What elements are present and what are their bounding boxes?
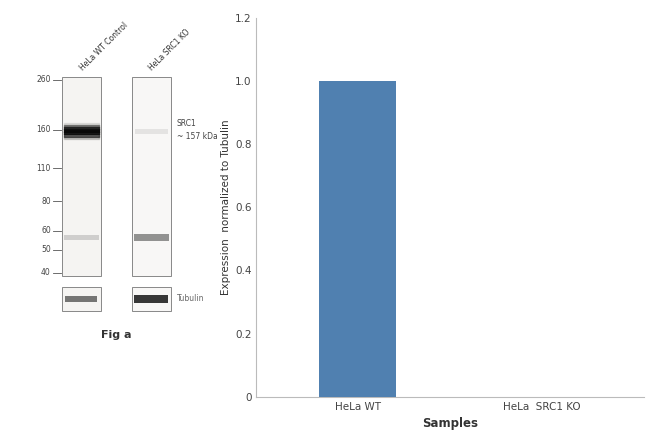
- Bar: [134, 234, 169, 241]
- Bar: [319, 81, 396, 397]
- Text: 80: 80: [41, 197, 51, 206]
- X-axis label: Samples: Samples: [422, 417, 478, 430]
- Text: HeLa WT Control: HeLa WT Control: [77, 20, 129, 72]
- Text: Fig a: Fig a: [101, 330, 132, 340]
- Text: 60: 60: [41, 226, 51, 235]
- Bar: [135, 129, 168, 134]
- Text: HeLa SRC1 KO: HeLa SRC1 KO: [148, 27, 192, 72]
- Bar: [132, 287, 171, 311]
- Bar: [132, 77, 171, 276]
- Bar: [62, 77, 101, 276]
- Y-axis label: Expression  normalized to Tubulin: Expression normalized to Tubulin: [220, 120, 231, 295]
- Text: 260: 260: [36, 75, 51, 84]
- Text: SRC1
~ 157 kDa: SRC1 ~ 157 kDa: [177, 120, 218, 141]
- Text: 160: 160: [36, 125, 51, 135]
- Bar: [64, 235, 99, 240]
- Bar: [134, 295, 168, 303]
- Bar: [64, 296, 97, 302]
- Text: 50: 50: [41, 245, 51, 254]
- Text: 40: 40: [41, 268, 51, 277]
- Text: 110: 110: [36, 164, 51, 173]
- Text: Tubulin: Tubulin: [177, 295, 205, 303]
- Bar: [62, 287, 101, 311]
